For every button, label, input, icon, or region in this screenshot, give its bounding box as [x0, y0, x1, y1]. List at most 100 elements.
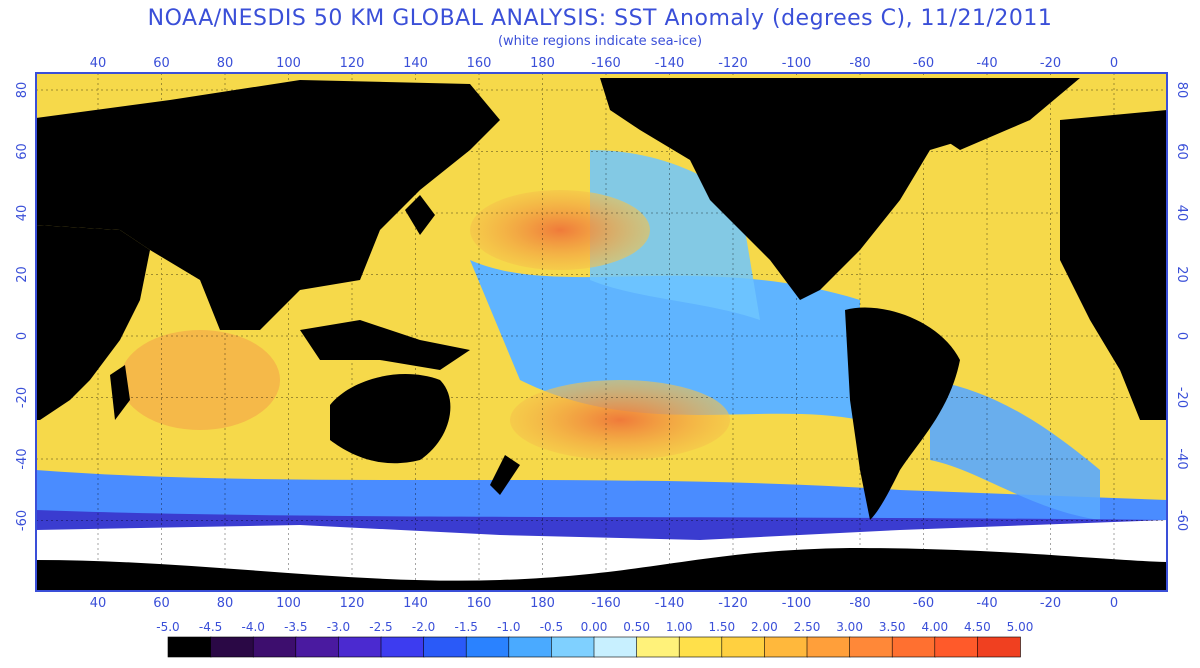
lon-tick-top: 40: [90, 56, 107, 71]
lon-tick-top: -60: [913, 56, 934, 71]
colorbar-label: 4.00: [921, 620, 948, 634]
land-australia: [330, 374, 451, 464]
land-indonesia: [300, 320, 470, 370]
lat-tick-right: -40: [1174, 448, 1189, 469]
land-new-zealand: [490, 455, 520, 495]
lon-tick-bottom: -80: [849, 596, 870, 611]
lon-tick-bottom: 160: [467, 596, 492, 611]
colorbar-label: -3.5: [284, 620, 307, 634]
lon-tick-top: 160: [467, 56, 492, 71]
colorbar-swatch: [721, 636, 766, 658]
colorbar-labels: -5.0 -4.5 -4.0 -3.5 -3.0 -2.5 -2.0 -1.5 -1.0 -0.5…: [156, 620, 1033, 634]
colorbar-label: -5.0: [156, 620, 179, 634]
colorbar-swatch: [210, 636, 255, 658]
colorbar-swatch: [380, 636, 425, 658]
lon-tick-top: -80: [849, 56, 870, 71]
lon-tick-bottom: 60: [153, 596, 170, 611]
land-greenland: [920, 82, 1040, 150]
colorbar-label: -2.5: [369, 620, 392, 634]
lat-tick-left: 0: [15, 332, 30, 340]
lon-tick-top: -120: [718, 56, 748, 71]
colorbar-swatch: [252, 636, 297, 658]
lon-tick-bottom: 120: [340, 596, 365, 611]
lon-tick-top: 80: [217, 56, 234, 71]
left-latitude-labels: 80 60 40 20 0 -20 -40 -60: [15, 82, 30, 531]
lat-tick-left: 60: [15, 143, 30, 160]
graticule: [36, 73, 1167, 591]
land-madagascar: [110, 365, 130, 420]
lon-tick-top: 0: [1110, 56, 1118, 71]
lon-tick-bottom: 100: [276, 596, 301, 611]
land-africa: [36, 225, 150, 420]
colorbar-label: -0.5: [540, 620, 563, 634]
indian-ocean-warm-patch: [120, 330, 280, 430]
bottom-longitude-labels: 40 60 80 100 120 140 160 180 -160 -140 -120 -100 -80…: [90, 596, 1118, 611]
colorbar-swatch: [167, 636, 212, 658]
colorbar-label: 0.00: [581, 620, 608, 634]
land-masses: [36, 78, 1167, 520]
lat-tick-left: -60: [15, 510, 30, 531]
lon-tick-top: -20: [1040, 56, 1061, 71]
lon-tick-bottom: 40: [90, 596, 107, 611]
land-japan: [405, 195, 435, 235]
colorbar-swatch: [508, 636, 553, 658]
colorbar-label: 3.00: [836, 620, 863, 634]
colorbar-label: 1.00: [666, 620, 693, 634]
lat-tick-right: 0: [1174, 332, 1189, 340]
lon-tick-bottom: -20: [1040, 596, 1061, 611]
colorbar-swatch: [636, 636, 680, 658]
top-longitude-labels: 40 60 80 100 120 140 160 180 -160 -140 -120 -100 -80…: [90, 56, 1118, 71]
colorbar-swatch: [764, 636, 808, 658]
lat-tick-left: 20: [15, 266, 30, 283]
lat-tick-right: -60: [1174, 510, 1189, 531]
lat-tick-right: 20: [1174, 266, 1189, 283]
lat-tick-right: 60: [1174, 143, 1189, 160]
lat-tick-left: 40: [15, 205, 30, 222]
map-body: [36, 73, 1167, 591]
pacific-cool-band: [470, 260, 860, 420]
lon-tick-bottom: 80: [217, 596, 234, 611]
colorbar-label: 5.00: [1007, 620, 1034, 634]
antarctic-land: [36, 548, 1167, 591]
colorbar-swatch: [551, 636, 595, 658]
lon-tick-bottom: -120: [718, 596, 748, 611]
lon-tick-bottom: -160: [591, 596, 621, 611]
right-latitude-labels: 80 60 40 20 0 -20 -40 -60: [1174, 82, 1189, 531]
colorbar-swatch: [295, 636, 340, 658]
lon-tick-top: 140: [403, 56, 428, 71]
lon-tick-bottom: -40: [976, 596, 997, 611]
colorbar-swatch: [934, 636, 979, 658]
lon-tick-bottom: -60: [913, 596, 934, 611]
north-pacific-warm-patch: [470, 190, 650, 270]
colorbar-label: -3.0: [327, 620, 350, 634]
colorbar-swatch: [891, 636, 936, 658]
lon-tick-bottom: 0: [1110, 596, 1118, 611]
lat-tick-right: 80: [1174, 82, 1189, 99]
lon-tick-top: -160: [591, 56, 621, 71]
lon-tick-top: -100: [782, 56, 812, 71]
south-pacific-warm-patch: [510, 380, 730, 460]
colorbar-label: -4.0: [241, 620, 264, 634]
colorbar-label: 2.50: [794, 620, 821, 634]
land-south-america: [845, 307, 960, 520]
colorbar-label: 2.00: [751, 620, 778, 634]
lon-tick-bottom: -100: [782, 596, 812, 611]
colorbar-label: -1.5: [454, 620, 477, 634]
colorbar-label: 4.50: [964, 620, 991, 634]
colorbar-label: 1.50: [708, 620, 735, 634]
colorbar-swatch: [423, 636, 468, 658]
page-title: NOAA/NESDIS 50 KM GLOBAL ANALYSIS: SST A…: [147, 6, 1053, 31]
colorbar-swatch: [465, 636, 510, 658]
colorbar-swatch: [849, 636, 893, 658]
page-subtitle: (white regions indicate sea-ice): [497, 34, 703, 49]
colorbar-swatch: [593, 636, 638, 658]
colorbar-label: -1.0: [497, 620, 520, 634]
lat-tick-right: -20: [1174, 387, 1189, 408]
map-frame: [35, 72, 1168, 592]
colorbar-label: 0.50: [623, 620, 650, 634]
colorbar-swatch: [338, 636, 382, 658]
land-eurasia: [36, 80, 500, 330]
lon-tick-top: 100: [276, 56, 301, 71]
colorbar-swatch: [678, 636, 723, 658]
